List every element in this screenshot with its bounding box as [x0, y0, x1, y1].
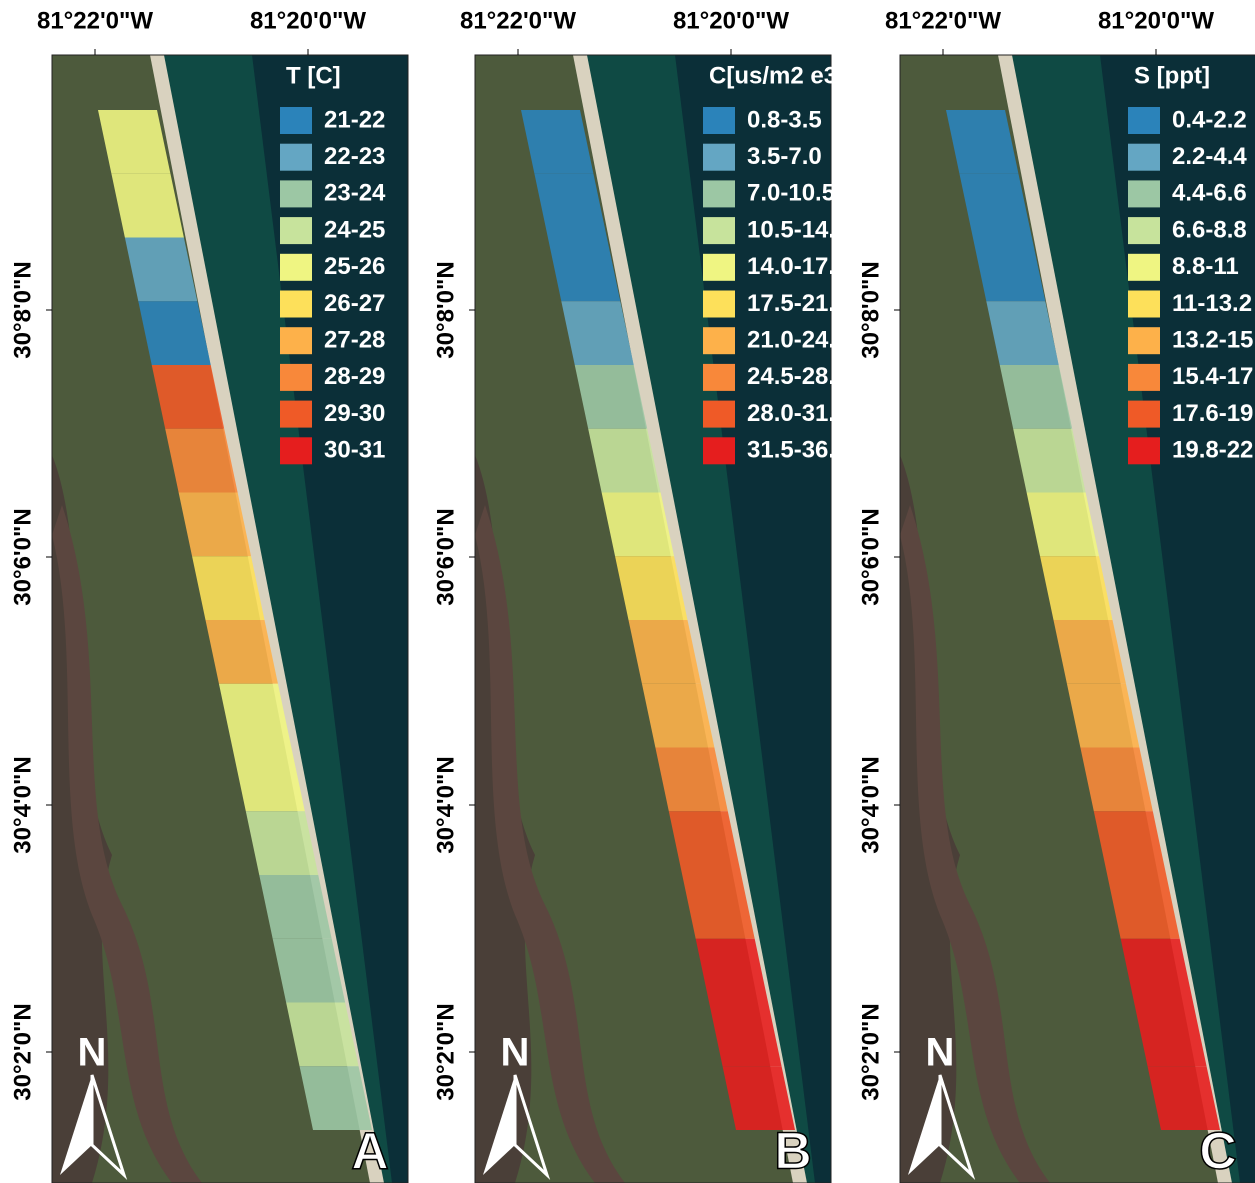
legend-swatch [1128, 107, 1160, 134]
legend-swatch [280, 180, 312, 207]
longitude-label: 81°22'0"W [37, 7, 153, 34]
legend-swatch [1128, 437, 1160, 464]
legend-label: 28.0-31.5 [747, 400, 848, 427]
legend-swatch [1128, 327, 1160, 354]
legend-swatch [1128, 401, 1160, 428]
panel-letter: B [774, 1123, 812, 1181]
legend-swatch [280, 107, 312, 134]
legend-swatch [280, 217, 312, 244]
map-panel: 81°22'0"W 81°20'0"W 30°8'0"N 30°6'0"N 30°4'0… [857, 7, 1255, 1183]
legend-swatch [280, 291, 312, 318]
legend-label: 13.2-15.4 [1172, 327, 1255, 354]
legend-label: 11-13.2 [1172, 290, 1252, 317]
legend-swatch [703, 144, 735, 171]
legend-label: 0.4-2.2 [1172, 106, 1247, 133]
longitude-label: 81°20'0"W [673, 7, 789, 34]
longitude-label: 81°20'0"W [250, 7, 366, 34]
panel-letter: A [351, 1123, 389, 1181]
legend-label: 25-26 [324, 253, 385, 280]
legend-swatch [703, 254, 735, 281]
legend-swatch [280, 401, 312, 428]
legend-label: 22-23 [324, 143, 385, 170]
legend-label: 21.0-24.5 [747, 327, 848, 354]
legend-label: 21-22 [324, 106, 385, 133]
legend-label: 17.6-19.8 [1172, 400, 1255, 427]
latitude-label: 30°6'0"N [432, 508, 459, 605]
map-panel: 81°22'0"W 81°20'0"W 30°8'0"N 30°6'0"N 30°4'0… [432, 7, 848, 1183]
legend-label: 2.2-4.4 [1172, 143, 1247, 170]
figure: 81°22'0"W 81°20'0"W 30°8'0"N 30°6'0"N 30°4'0… [0, 0, 1255, 1183]
longitude-label: 81°20'0"W [1098, 7, 1214, 34]
legend-label: 17.5-21.0 [747, 290, 848, 317]
legend-label: 10.5-14.0 [747, 216, 848, 243]
latitude-label: 30°8'0"N [432, 261, 459, 358]
latitude-label: 30°8'0"N [9, 261, 36, 358]
legend-label: 27-28 [324, 327, 385, 354]
legend-label: 26-27 [324, 290, 385, 317]
map-panel: 81°22'0"W 81°20'0"W 30°8'0"N 30°6'0"N 30°4'0… [9, 7, 408, 1183]
legend-title: C[us/m2 e3] [709, 62, 845, 89]
legend-swatch [703, 327, 735, 354]
latitude-label: 30°8'0"N [857, 261, 884, 358]
legend-label: 7.0-10.5 [747, 180, 835, 207]
latitude-label: 30°2'0"N [857, 1003, 884, 1100]
latitude-label: 30°2'0"N [9, 1003, 36, 1100]
legend-swatch [1128, 217, 1160, 244]
legend-swatch [280, 437, 312, 464]
legend-label: 14.0-17.5 [747, 253, 848, 280]
longitude-label: 81°22'0"W [460, 7, 576, 34]
legend-title: T [C] [286, 62, 341, 89]
longitude-label: 81°22'0"W [885, 7, 1001, 34]
north-label: N [926, 1031, 955, 1075]
north-label: N [78, 1031, 107, 1075]
legend-label: 0.8-3.5 [747, 106, 822, 133]
legend-swatch [703, 107, 735, 134]
legend-label: 6.6-8.8 [1172, 216, 1247, 243]
page: 81°22'0"W 81°20'0"W 30°8'0"N 30°6'0"N 30°4'0… [0, 0, 1255, 1183]
legend-label: 3.5-7.0 [747, 143, 822, 170]
legend-label: 24.5-28.0 [747, 363, 848, 390]
legend-swatch [703, 180, 735, 207]
legend-swatch [280, 144, 312, 171]
legend-swatch [703, 437, 735, 464]
legend-swatch [280, 254, 312, 281]
latitude-label: 30°4'0"N [9, 756, 36, 853]
legend-swatch [1128, 180, 1160, 207]
legend-title: S [ppt] [1134, 62, 1210, 89]
latitude-label: 30°2'0"N [432, 1003, 459, 1100]
legend-label: 15.4-17.6 [1172, 363, 1255, 390]
legend-swatch [703, 364, 735, 391]
legend-swatch [703, 401, 735, 428]
panel-letter: C [1199, 1123, 1237, 1181]
legend-swatch [703, 217, 735, 244]
latitude-label: 30°6'0"N [857, 508, 884, 605]
legend-swatch [1128, 144, 1160, 171]
legend-swatch [280, 364, 312, 391]
legend-label: 8.8-11 [1172, 253, 1239, 280]
latitude-label: 30°4'0"N [857, 756, 884, 853]
legend-swatch [1128, 364, 1160, 391]
legend-swatch [1128, 291, 1160, 318]
latitude-label: 30°6'0"N [9, 508, 36, 605]
legend-label: 31.5-36.0 [747, 437, 848, 464]
legend-label: 30-31 [324, 437, 385, 464]
legend-swatch [1128, 254, 1160, 281]
legend-label: 29-30 [324, 400, 385, 427]
legend-label: 28-29 [324, 363, 385, 390]
north-label: N [501, 1031, 530, 1075]
latitude-label: 30°4'0"N [432, 756, 459, 853]
legend-label: 19.8-22.5 [1172, 437, 1255, 464]
legend-label: 23-24 [324, 180, 386, 207]
legend-swatch [280, 327, 312, 354]
legend-swatch [703, 291, 735, 318]
legend-label: 4.4-6.6 [1172, 180, 1247, 207]
legend-label: 24-25 [324, 216, 385, 243]
